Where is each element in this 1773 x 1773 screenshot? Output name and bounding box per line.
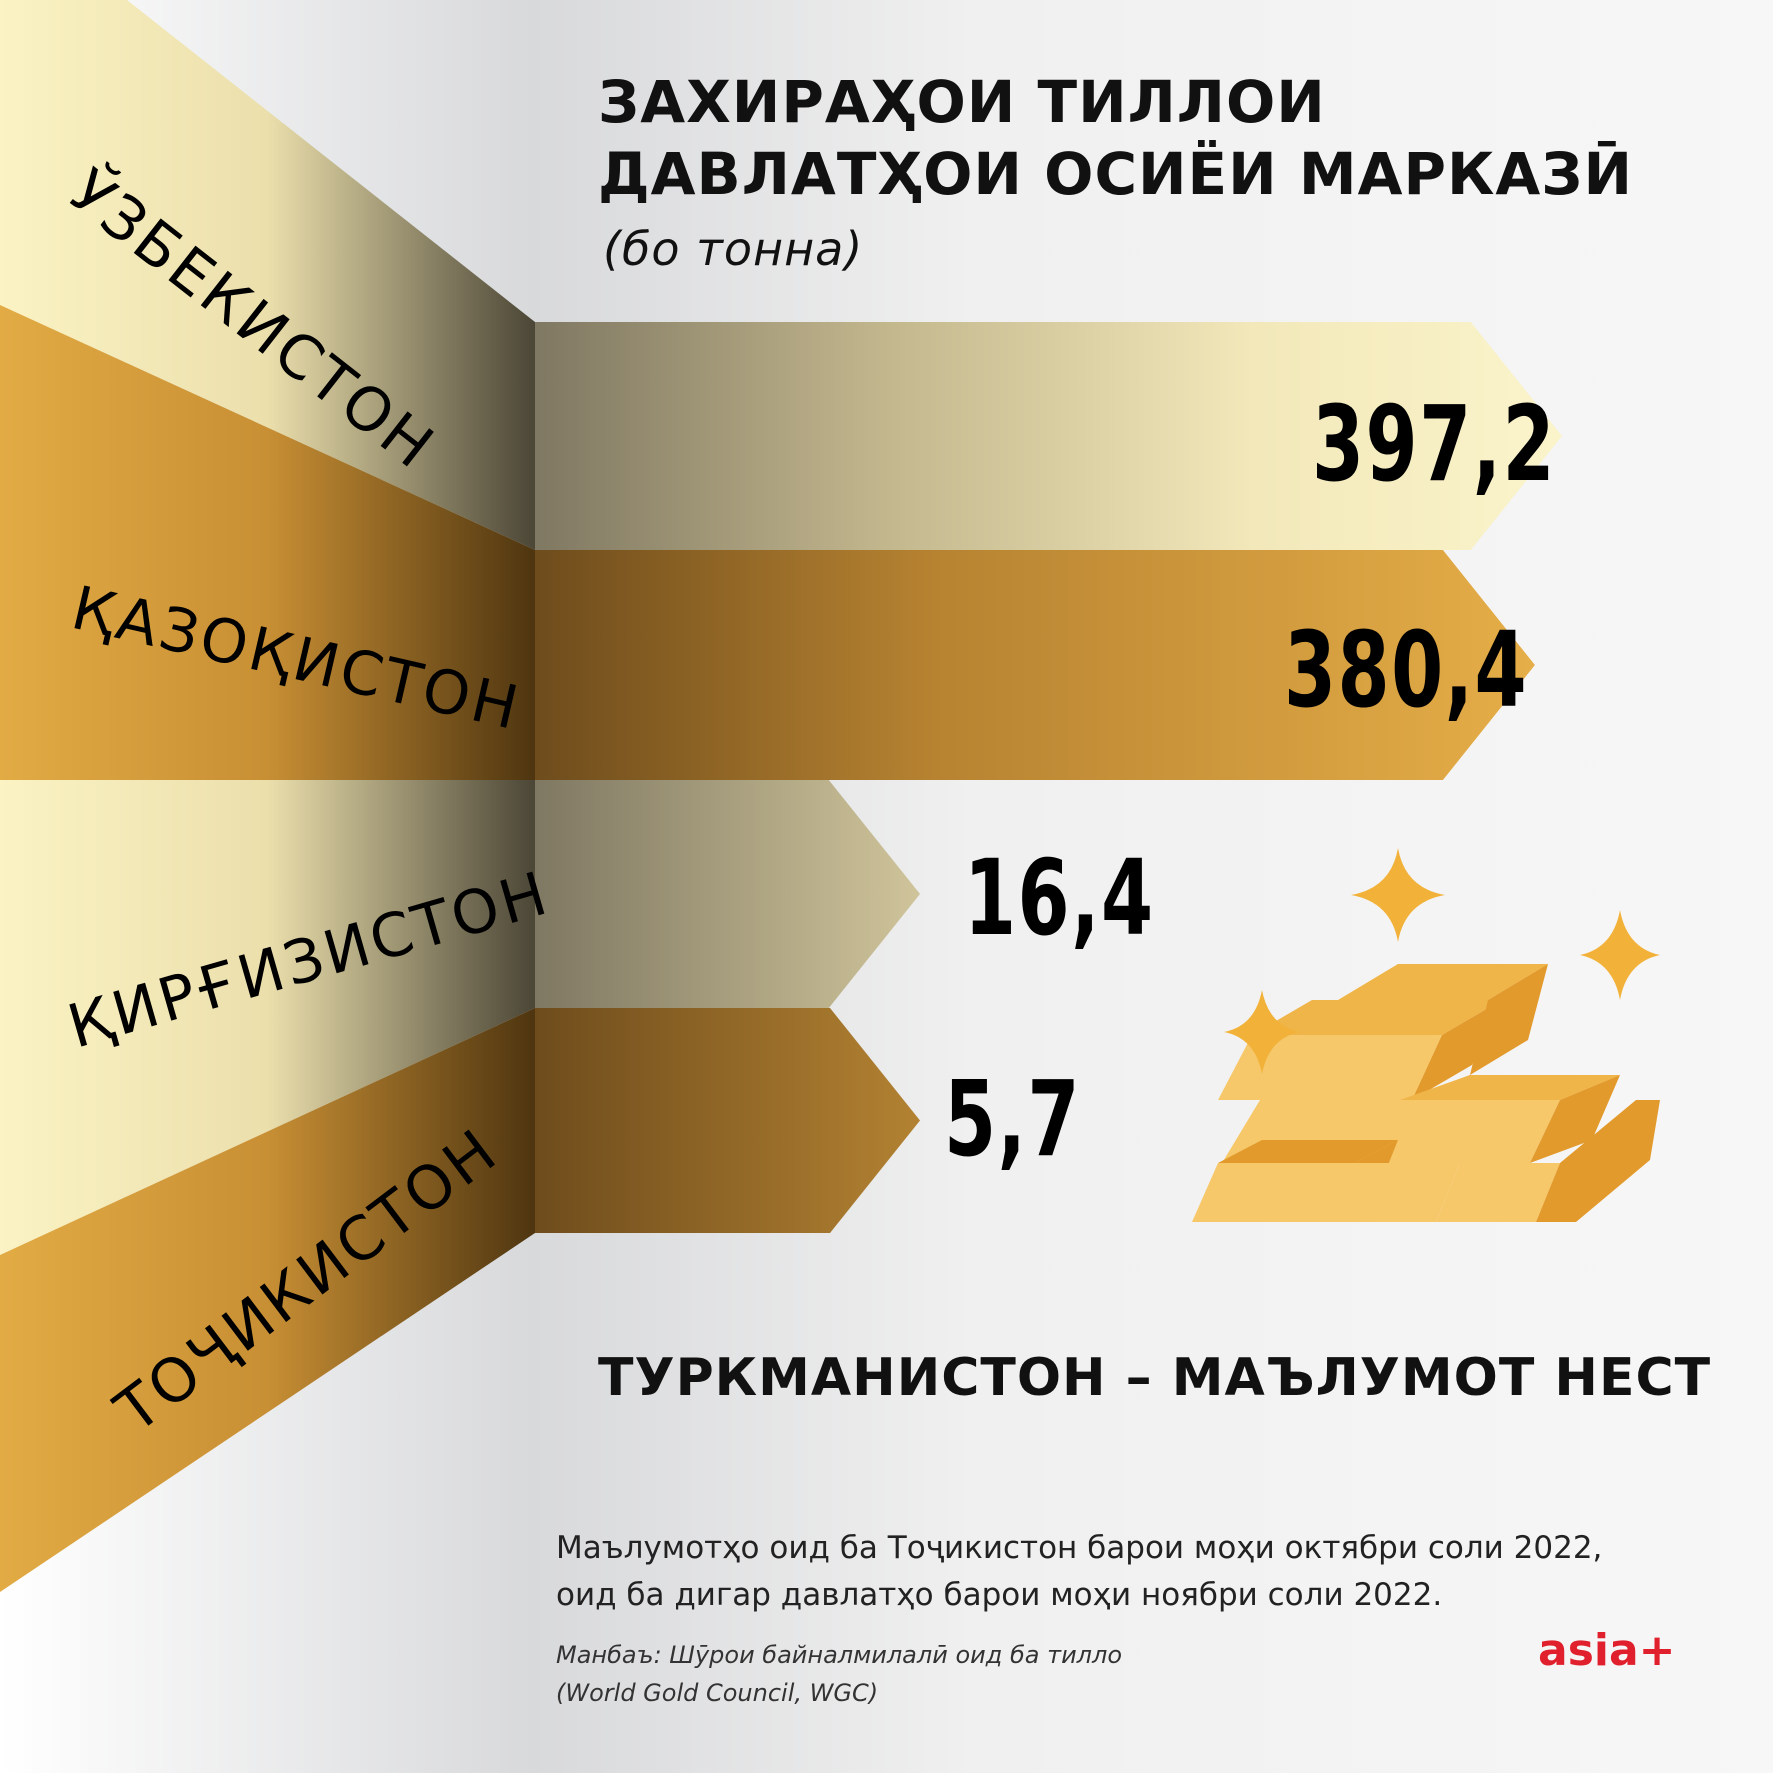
left-band-uzbekistan: [0, 0, 535, 550]
left-band-tajikistan: [0, 1008, 535, 1592]
gold-bars-icon-part: [1192, 1163, 1354, 1222]
gold-bars-icon-part: [1316, 1163, 1460, 1222]
value-label-tajikistan: 5,7: [944, 1058, 1081, 1180]
title-line-1: ЗАХИРАҲОИ ТИЛЛОИ: [598, 68, 1326, 136]
gold-bars-icon: [1192, 964, 1660, 1222]
sparkle-icon-right: [1580, 910, 1660, 1000]
footnote: Маълумотҳо оид ба Тоҷикистон барои моҳи …: [556, 1525, 1602, 1619]
gold-bars-icon-part: [1412, 1000, 1502, 1100]
turkmenistan-note: ТУРКМАНИСТОН – МАЪЛУМОТ НЕСТ: [598, 1348, 1712, 1408]
gold-bars-icon-part: [1470, 964, 1548, 1075]
gold-bars-icon-part: [1400, 1075, 1620, 1100]
sparkle-icon-large: [1351, 848, 1445, 942]
footnote-line-2: оид ба дигар давлатҳо барои моҳи ноябри …: [556, 1577, 1443, 1613]
bar-kazakhstan: [535, 550, 1535, 780]
bar-tajikistan: [535, 1008, 920, 1233]
bar-group: [535, 322, 1562, 1233]
left-band-kyrgyzstan: [0, 780, 535, 1255]
sparkle-icon-left: [1224, 990, 1300, 1074]
left-band-kazakhstan: [0, 305, 535, 780]
page-title: ЗАХИРАҲОИ ТИЛЛОИ ДАВЛАТҲОИ ОСИЁИ МАРКАЗӢ: [598, 66, 1633, 210]
sparkle-icon: [1224, 848, 1660, 1074]
source-line-1: Манбаъ: Шӯрои байналмилалӣ оид ба тилло: [556, 1641, 1123, 1669]
gold-bars-icon-part: [1536, 1100, 1660, 1222]
value-label-kyrgyzstan: 16,4: [964, 837, 1155, 959]
gold-bars-icon-part: [1530, 1075, 1620, 1163]
footnote-line-1: Маълумотҳо оид ба Тоҷикистон барои моҳи …: [556, 1530, 1603, 1566]
value-label-uzbekistan: 397,2: [1312, 383, 1557, 505]
page-subtitle: (бо тонна): [603, 222, 864, 276]
gold-bars-icon-part: [1218, 1140, 1398, 1163]
bar-uzbekistan: [535, 322, 1562, 550]
asia-plus-logo: asia+: [1538, 1625, 1676, 1676]
gold-bars-icon-part: [1252, 1000, 1502, 1035]
source-line-2: (World Gold Council, WGC): [556, 1679, 879, 1707]
gold-bars-icon-part: [1218, 1035, 1442, 1100]
bar-kyrgyzstan: [535, 780, 920, 1008]
title-line-2: ДАВЛАТҲОИ ОСИЁИ МАРКАЗӢ: [598, 140, 1634, 208]
gold-bars-icon-part: [1370, 1100, 1560, 1163]
gold-bars-icon-part: [1338, 964, 1548, 1000]
gold-bars-icon-part: [1436, 1163, 1560, 1222]
source-note: Манбаъ: Шӯрои байналмилалӣ оид ба тилло …: [556, 1636, 1122, 1712]
value-label-kazakhstan: 380,4: [1284, 609, 1529, 731]
left-wall: [0, 0, 535, 1592]
